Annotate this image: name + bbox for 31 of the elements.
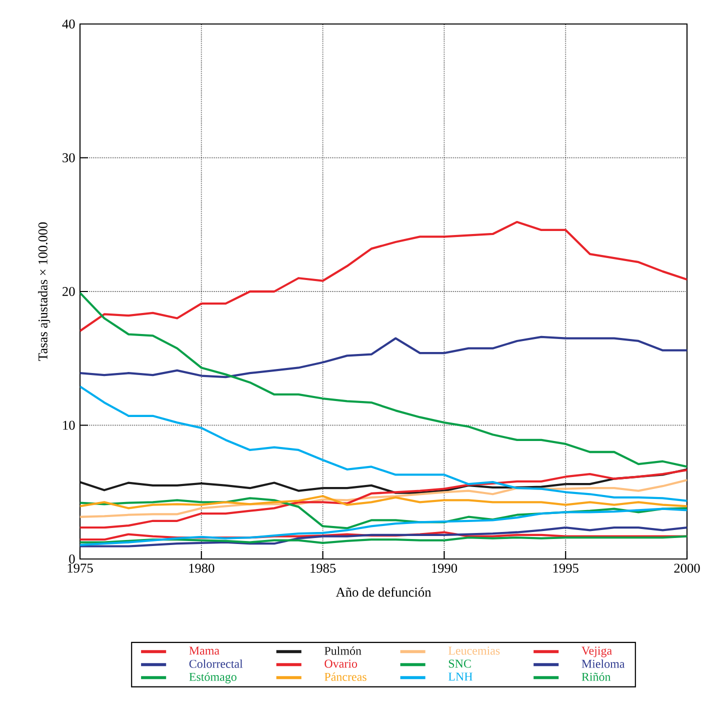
legend-label: Páncreas	[324, 672, 366, 681]
legend-label: Mama	[189, 646, 220, 655]
line-series	[80, 292, 688, 468]
legend-label: Mieloma	[582, 659, 625, 668]
legend-label: Vejiga	[582, 646, 612, 658]
x-tick-label: 2000	[674, 564, 700, 573]
legend-label: LNH	[448, 672, 472, 681]
legend-label: Colorrectal	[189, 659, 243, 668]
legend-label: Pulmón	[324, 646, 362, 655]
line-series	[80, 468, 688, 529]
y-tick-label: 0	[69, 554, 75, 564]
line-series	[80, 220, 688, 332]
legend-label: Estómago	[189, 672, 236, 684]
x-tick-label: 1975	[68, 564, 93, 573]
y-tick-label: 30	[62, 153, 75, 162]
y-tick-label: 40	[62, 20, 75, 28]
legend-label: Leucemias	[448, 646, 500, 655]
x-tick-label: 1995	[553, 564, 578, 573]
line-series	[80, 468, 688, 494]
line-series	[80, 497, 688, 530]
x-tick-label: 1990	[432, 564, 458, 573]
x-tick-label: 1985	[310, 564, 336, 573]
x-tick-label: 1980	[189, 564, 214, 573]
line-series	[80, 508, 688, 546]
y-tick-label: 10	[63, 420, 75, 430]
legend-label: Ovario	[324, 660, 358, 668]
legend-label: SNC	[448, 660, 471, 668]
y-tick-label: 20	[62, 287, 75, 296]
y-axis-title: Tasas ajustadas × 100.000	[38, 222, 50, 361]
legend-label: Riñón	[582, 672, 611, 681]
x-axis-title: Año de defunción	[336, 587, 432, 597]
